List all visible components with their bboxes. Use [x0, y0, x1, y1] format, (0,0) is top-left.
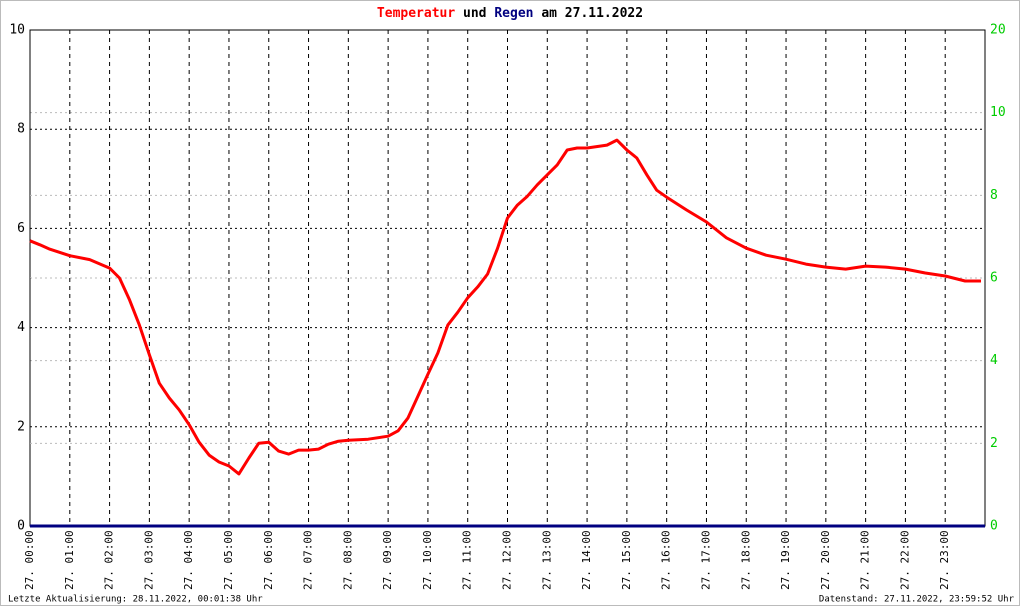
x-tick-label: 27. 12:00	[501, 530, 514, 590]
x-tick-label: 27. 22:00	[898, 530, 911, 590]
x-tick-label: 27. 15:00	[620, 530, 633, 590]
x-tick-label: 27. 03:00	[142, 530, 155, 590]
y-tick-label: 2	[17, 419, 25, 434]
x-tick-label: 27. 23:00	[938, 530, 951, 590]
data-line	[29, 138, 981, 476]
x-tick-label: 27. 14:00	[580, 530, 593, 590]
x-tick-label: 27. 08:00	[341, 530, 354, 590]
x-tick-label: 27. 21:00	[859, 530, 872, 590]
chart-title: Temperatur und Regen am 27.11.2022	[377, 6, 643, 21]
x-tick-label: 27. 04:00	[182, 530, 195, 590]
x-tick-label: 27. 00:00	[23, 530, 36, 590]
x-tick-label: 27. 11:00	[461, 530, 474, 590]
x-tick-label: 27. 05:00	[222, 530, 235, 590]
title-part: Regen	[494, 6, 533, 21]
footer-left: Letzte Aktualisierung: 28.11.2022, 00:01…	[8, 595, 263, 605]
x-tick-label: 27. 20:00	[819, 530, 832, 590]
y-tick-label: 4	[17, 320, 25, 335]
y-tick-label: 10	[9, 23, 25, 38]
y-tick-label: 6	[17, 221, 25, 236]
x-tick-label: 27. 13:00	[540, 530, 553, 590]
title-part: Temperatur	[377, 6, 455, 21]
x-tick-label: 27. 10:00	[421, 530, 434, 590]
y2-tick-label: 0	[990, 519, 998, 534]
x-tick-label: 27. 09:00	[381, 530, 394, 590]
x-tick-label: 27. 07:00	[302, 530, 315, 590]
y2-tick-label: 4	[990, 353, 998, 368]
y2-tick-label: 6	[990, 271, 998, 286]
x-tick-label: 27. 01:00	[63, 530, 76, 590]
x-tick-label: 27. 17:00	[699, 530, 712, 590]
title-part: am 27.11.2022	[541, 6, 643, 21]
y2-tick-label: 8	[990, 188, 998, 203]
y2-tick-label: 20	[990, 23, 1006, 38]
y-tick-label: 0	[17, 519, 25, 534]
x-tick-label: 27. 19:00	[779, 530, 792, 590]
y-tick-label: 8	[17, 122, 25, 137]
x-tick-label: 27. 16:00	[660, 530, 673, 590]
y2-tick-label: 10	[990, 105, 1006, 120]
title-part: und	[463, 6, 486, 21]
x-tick-label: 27. 02:00	[103, 530, 116, 590]
x-tick-label: 27. 18:00	[739, 530, 752, 590]
y2-tick-label: 2	[990, 436, 998, 451]
x-tick-label: 27. 06:00	[262, 530, 275, 590]
footer-right: Datenstand: 27.11.2022, 23:59:52 Uhr	[819, 595, 1015, 605]
